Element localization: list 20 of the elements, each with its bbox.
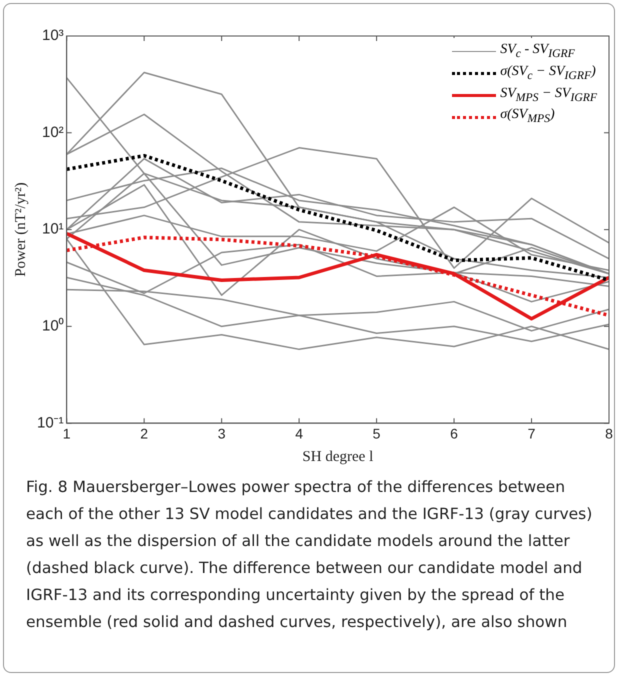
x-tick-label: 8 [605,425,614,442]
x-tick-label: 3 [218,425,226,442]
x-axis-title: SH degree l [302,448,374,465]
y-tick-label: 10⁻¹ [36,414,64,432]
legend-label: SV$_{c}$ - SV$_{IGRF}$ [500,41,575,62]
x-tick-label: 4 [295,425,304,442]
y-axis-title: Power (nT²/yr²) [12,182,29,277]
x-tick-label: 6 [450,425,458,442]
legend-label: SV$_{MPS}$ − SV$_{IGRF}$ [500,84,597,106]
x-tick-label: 7 [528,425,536,442]
y-tick-label: 10¹ [42,220,64,238]
x-tick-label: 1 [62,425,71,442]
legend-label: σ(SV$_{MPS}$) [500,106,555,128]
y-tick-label: 10⁰ [42,318,64,335]
x-tick-label: 2 [140,425,148,442]
y-tick-label: 10³ [42,27,64,44]
caption: Fig. 8 Mauersberger–Lowes power spectra of the differences between each of the other 13 SV model candidates and the IGRF-13 (gray curves) as well as the dispersion of all the candidate models around the latter (dashed black curve). The difference between our candidate model and IGRF-13 and its corresponding uncertainty given by the spread of the ensemble (red solid and dashed curves, respectively), are also shown [26,477,594,633]
x-tick-label: 5 [372,425,381,442]
legend-label: σ(SV$_{c}$ − SV$_{IGRF}$) [500,62,596,84]
y-tick-label: 10² [42,124,64,141]
